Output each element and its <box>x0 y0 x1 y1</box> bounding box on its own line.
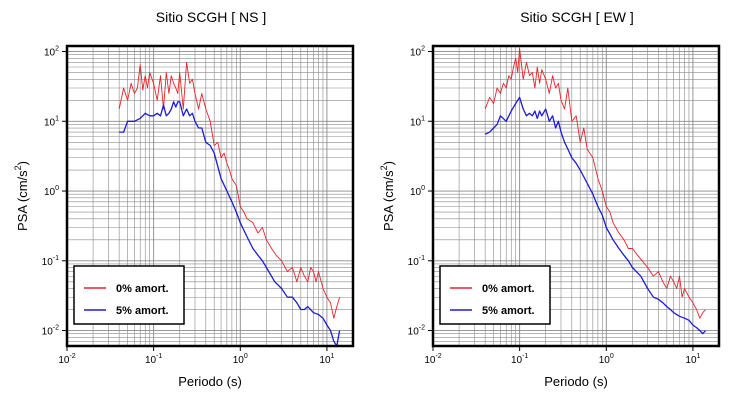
legend-box <box>73 265 185 325</box>
y-tick-label: 101 <box>44 115 59 128</box>
x-tick-label: 100 <box>233 353 248 366</box>
y-tick-label: 100 <box>410 185 425 198</box>
x-tick-label: 101 <box>319 353 334 366</box>
tick-labels: 10-2 10-1 100 101 10-2 10-1 100 101 102 <box>42 46 335 366</box>
legend-label-0pct: 0% amort. <box>482 283 535 295</box>
plot-frame <box>431 44 721 348</box>
y-tick-label: 102 <box>44 46 59 59</box>
series-line-5pct <box>119 101 341 347</box>
legend-box <box>439 265 551 325</box>
x-tick-label: 101 <box>685 353 700 366</box>
x-tick-label: 10-1 <box>511 353 528 366</box>
y-tick-label: 10-2 <box>42 325 59 338</box>
series-lines <box>118 61 341 347</box>
grid-lines <box>66 46 354 347</box>
legend-label-5pct: 5% amort. <box>482 305 535 317</box>
chart-title: Sitio SCGH [ EW ] <box>520 9 634 25</box>
y-tick-label: 101 <box>410 115 425 128</box>
x-axis-label: Periodo (s) <box>544 374 608 389</box>
series-line-0pct <box>484 48 706 319</box>
legend: 0% amort. 5% amort. <box>439 265 551 325</box>
y-tick-label: 10-1 <box>42 255 59 268</box>
chart-panel-ns: Sitio SCGH [ NS ] 10-2 10-1 100 101 10-2 10-1… <box>13 9 355 389</box>
x-axis-label: Periodo (s) <box>178 374 242 389</box>
y-tick-label: 100 <box>44 185 59 198</box>
legend-label-0pct: 0% amort. <box>116 283 169 295</box>
x-tick-label: 10-1 <box>145 353 162 366</box>
chart-title: Sitio SCGH [ NS ] <box>156 9 266 25</box>
y-tick-label: 10-1 <box>408 255 425 268</box>
legend-label-5pct: 5% amort. <box>116 305 169 317</box>
x-tick-label: 10-2 <box>424 353 441 366</box>
y-axis-label: PSA (cm/s2) <box>13 161 30 231</box>
series-lines <box>484 48 707 335</box>
x-tick-label: 100 <box>599 353 614 366</box>
legend: 0% amort. 5% amort. <box>73 265 185 325</box>
tick-labels: 10-2 10-1 100 101 10-2 10-1 100 101 102 <box>408 46 701 366</box>
y-axis-label: PSA (cm/s2) <box>379 161 396 231</box>
chart-panel-ew: Sitio SCGH [ EW ] 10-2 10-1 100 101 10-2 10-1… <box>379 9 721 389</box>
series-line-5pct <box>484 96 707 335</box>
plot-frame <box>65 44 355 348</box>
y-tick-label: 10-2 <box>408 325 425 338</box>
x-tick-label: 10-2 <box>58 353 75 366</box>
y-tick-label: 102 <box>410 46 425 59</box>
series-line-0pct <box>118 61 341 319</box>
